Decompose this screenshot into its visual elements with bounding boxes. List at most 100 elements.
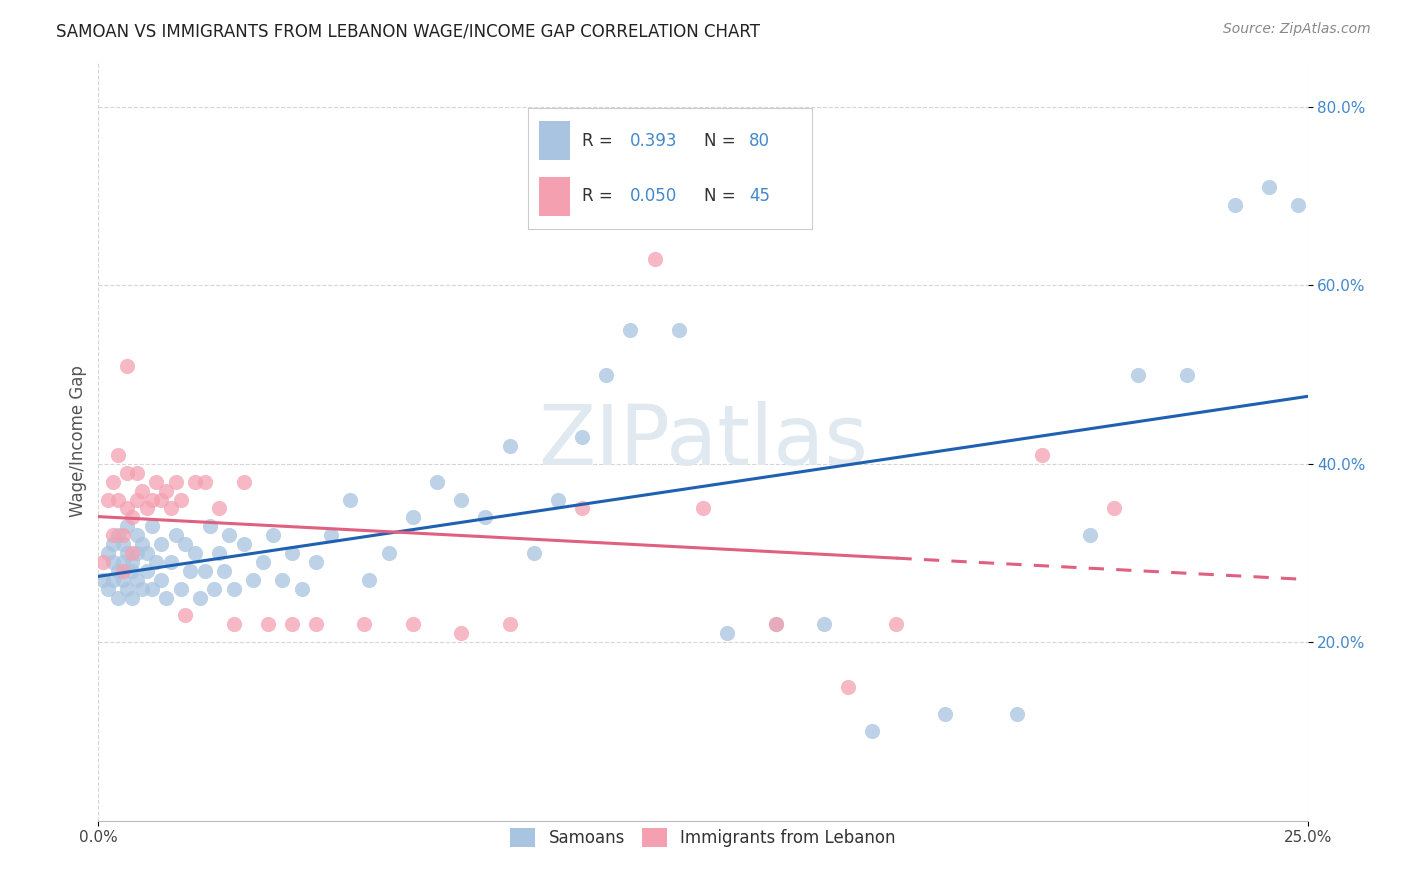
Point	[111, 564, 134, 578]
Point	[194, 564, 217, 578]
Point	[1102, 501, 1125, 516]
Point	[571, 501, 593, 516]
Point	[184, 475, 207, 489]
Point	[860, 724, 883, 739]
Point	[450, 626, 472, 640]
Point	[135, 546, 157, 560]
Point	[281, 617, 304, 632]
Point	[179, 564, 201, 578]
Point	[305, 555, 328, 569]
Point	[353, 617, 375, 632]
Point	[160, 501, 183, 516]
Point	[117, 546, 139, 560]
Point	[131, 537, 153, 551]
Point	[121, 510, 143, 524]
Point	[169, 492, 191, 507]
Point	[765, 617, 787, 632]
Point	[131, 483, 153, 498]
Point	[498, 439, 520, 453]
Point	[97, 546, 120, 560]
Point	[1175, 368, 1198, 382]
Point	[1078, 528, 1101, 542]
Point	[127, 573, 149, 587]
Legend: Samoans, Immigrants from Lebanon: Samoans, Immigrants from Lebanon	[503, 822, 903, 854]
Point	[121, 555, 143, 569]
Point	[141, 582, 163, 596]
Point	[402, 510, 425, 524]
Point	[174, 537, 197, 551]
Point	[165, 528, 187, 542]
Point	[252, 555, 274, 569]
Point	[117, 359, 139, 373]
Point	[184, 546, 207, 560]
Point	[218, 528, 240, 542]
Point	[150, 492, 173, 507]
Point	[121, 546, 143, 560]
Point	[121, 564, 143, 578]
Point	[141, 519, 163, 533]
Point	[117, 466, 139, 480]
Point	[111, 555, 134, 569]
Point	[155, 483, 177, 498]
Point	[121, 591, 143, 605]
Point	[145, 475, 167, 489]
Point	[242, 573, 264, 587]
Point	[1128, 368, 1150, 382]
Point	[212, 564, 235, 578]
Point	[1031, 448, 1053, 462]
Point	[107, 564, 129, 578]
Point	[281, 546, 304, 560]
Point	[619, 323, 641, 337]
Point	[934, 706, 956, 721]
Point	[474, 510, 496, 524]
Point	[188, 591, 211, 605]
Y-axis label: Wage/Income Gap: Wage/Income Gap	[69, 366, 87, 517]
Point	[101, 528, 124, 542]
Point	[1223, 198, 1246, 212]
Point	[127, 546, 149, 560]
Point	[91, 555, 114, 569]
Point	[91, 573, 114, 587]
Text: ZIPatlas: ZIPatlas	[538, 401, 868, 482]
Point	[1007, 706, 1029, 721]
Point	[1257, 180, 1279, 194]
Point	[571, 430, 593, 444]
Point	[716, 626, 738, 640]
Point	[127, 466, 149, 480]
Point	[198, 519, 221, 533]
Point	[117, 582, 139, 596]
Point	[174, 608, 197, 623]
Point	[232, 475, 254, 489]
Point	[426, 475, 449, 489]
Point	[547, 492, 569, 507]
Point	[169, 582, 191, 596]
Point	[101, 555, 124, 569]
Point	[222, 617, 245, 632]
Point	[145, 555, 167, 569]
Point	[111, 528, 134, 542]
Point	[765, 617, 787, 632]
Point	[101, 475, 124, 489]
Point	[692, 501, 714, 516]
Point	[377, 546, 399, 560]
Point	[127, 492, 149, 507]
Point	[97, 582, 120, 596]
Point	[319, 528, 342, 542]
Point	[131, 582, 153, 596]
Point	[232, 537, 254, 551]
Point	[339, 492, 361, 507]
Point	[97, 492, 120, 507]
Point	[111, 537, 134, 551]
Point	[668, 323, 690, 337]
Point	[165, 475, 187, 489]
Point	[204, 582, 226, 596]
Point	[107, 591, 129, 605]
Point	[222, 582, 245, 596]
Point	[107, 528, 129, 542]
Point	[208, 546, 231, 560]
Point	[117, 501, 139, 516]
Point	[359, 573, 381, 587]
Point	[117, 519, 139, 533]
Point	[107, 448, 129, 462]
Point	[107, 492, 129, 507]
